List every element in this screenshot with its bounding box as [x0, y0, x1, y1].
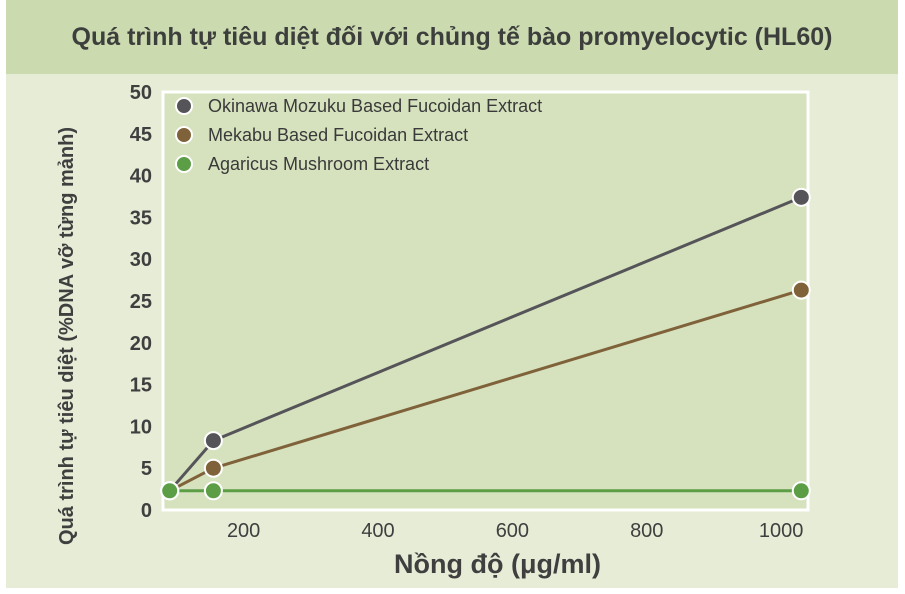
- data-point: [203, 481, 223, 501]
- x-tick-label: 600: [496, 520, 529, 542]
- y-tick-label: 5: [141, 458, 152, 480]
- y-tick-label: 20: [130, 333, 152, 355]
- y-tick-label: 25: [130, 291, 152, 313]
- y-tick-label: 35: [130, 207, 152, 229]
- x-tick-label: 800: [630, 520, 663, 542]
- y-axis-ticks: 0 5 10 15 20 25 30 35 40 45 50: [130, 82, 152, 522]
- legend-marker: [175, 155, 193, 173]
- x-axis-ticks: 200 400 600 800 1000: [227, 520, 803, 542]
- y-tick-label: 40: [130, 166, 152, 188]
- x-tick-label: 1000: [759, 520, 804, 542]
- title-bar: Quá trình tự tiêu diệt đối với chủng tế …: [6, 0, 898, 74]
- chart-title: Quá trình tự tiêu diệt đối với chủng tế …: [71, 22, 833, 51]
- data-point: [791, 481, 811, 501]
- legend-label: Agaricus Mushroom Extract: [208, 154, 429, 174]
- x-tick-label: 200: [227, 520, 260, 542]
- legend-label: Mekabu Based Fucoidan Extract: [208, 125, 468, 145]
- data-point: [791, 280, 811, 300]
- legend-marker: [175, 126, 193, 144]
- data-point: [160, 481, 180, 501]
- x-tick-label: 400: [361, 520, 394, 542]
- data-point: [791, 187, 811, 207]
- y-tick-label: 30: [130, 249, 152, 271]
- legend: Okinawa Mozuku Based Fucoidan Extract Mek…: [175, 96, 542, 174]
- y-tick-label: 45: [130, 124, 152, 146]
- legend-marker: [175, 97, 193, 115]
- plot-area: [161, 90, 810, 512]
- data-point: [203, 458, 223, 478]
- x-axis-label: Nồng độ (μg/ml): [394, 549, 601, 579]
- y-tick-label: 15: [130, 375, 152, 397]
- series-points: [160, 187, 811, 501]
- y-tick-label: 50: [130, 82, 152, 104]
- data-point: [203, 431, 223, 451]
- y-tick-label: 0: [141, 500, 152, 522]
- y-tick-label: 10: [130, 416, 152, 438]
- legend-label: Okinawa Mozuku Based Fucoidan Extract: [208, 96, 542, 116]
- y-axis-label: Quá trình tự tiêu diệt (%DNA vỡ từng mản…: [56, 127, 78, 545]
